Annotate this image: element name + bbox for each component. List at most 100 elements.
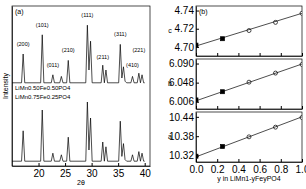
x-tick: 0.2 bbox=[211, 159, 225, 175]
x-tick-mark bbox=[260, 106, 261, 109]
x-tick-mark bbox=[281, 53, 282, 56]
x-tick-mark bbox=[238, 53, 239, 56]
x-axis bbox=[197, 106, 303, 110]
y-tick: 10.32 bbox=[169, 150, 199, 161]
y-axis-title: Intensity bbox=[2, 72, 10, 99]
series-line bbox=[196, 117, 302, 157]
y-tick-label: 10.32 bbox=[169, 150, 194, 161]
chart: 20 25 30 35 40 LiMn0.50Fe0.50PO4 LiMn0.75Fe0.2… bbox=[2, 6, 151, 186]
y-tick-label: 10.38 bbox=[169, 131, 194, 142]
x-tick bbox=[217, 106, 218, 109]
y-tick-label: 4.74 bbox=[175, 5, 195, 16]
peak-label: (311) bbox=[114, 31, 127, 37]
x-tick-mark bbox=[302, 106, 303, 109]
x-tick-mark bbox=[39, 163, 40, 166]
y-tick: 6.048 bbox=[169, 77, 199, 88]
peak-label: (210) bbox=[62, 47, 75, 53]
x-tick: 25 bbox=[60, 163, 72, 179]
x-axis-line bbox=[197, 162, 303, 163]
x-tick-label: 0.6 bbox=[253, 164, 267, 175]
x-tick: 0.4 bbox=[232, 159, 246, 175]
x-tick-mark bbox=[302, 53, 303, 56]
x-tick-mark bbox=[217, 106, 218, 109]
y-axis-title: a bbox=[168, 133, 172, 140]
y-tick-mark bbox=[196, 64, 199, 65]
y-axis-title: b bbox=[168, 80, 172, 87]
y-tick: 10.38 bbox=[169, 131, 199, 142]
x-tick: 30 bbox=[87, 163, 99, 179]
x-tick-label: 0.4 bbox=[232, 164, 246, 175]
peak-label: (011) bbox=[47, 62, 60, 68]
x-axis-line bbox=[197, 56, 303, 57]
x-tick-mark bbox=[118, 163, 119, 166]
x-tick: 0.6 bbox=[253, 159, 267, 175]
x-tick bbox=[217, 53, 218, 56]
x-axis-line bbox=[197, 109, 303, 110]
plot-frame bbox=[196, 112, 302, 162]
y-tick-label: 4.72 bbox=[175, 23, 195, 34]
y-tick: 6.006 bbox=[169, 96, 199, 107]
y-axis-line bbox=[196, 7, 197, 57]
y-axis-line bbox=[12, 7, 13, 167]
chart: 6.006 6.048 6.090 b bbox=[168, 58, 304, 109]
plot-data bbox=[196, 62, 302, 101]
peak-label: (410) bbox=[126, 62, 139, 68]
series-label: LiMn0.75Fe0.25PO4 bbox=[15, 94, 71, 100]
x-tick-mark bbox=[238, 159, 239, 162]
x-tick-mark bbox=[217, 159, 218, 162]
y-tick: 4.70 bbox=[175, 42, 199, 53]
x-tick-mark bbox=[260, 159, 261, 162]
y-tick: 10.44 bbox=[169, 112, 199, 123]
x-tick-label: 40 bbox=[140, 168, 152, 179]
peak-label: (200) bbox=[17, 41, 30, 47]
y-axis bbox=[12, 7, 13, 167]
x-tick bbox=[281, 53, 282, 56]
plot-data bbox=[196, 115, 302, 158]
y-tick-label: 4.70 bbox=[175, 42, 195, 53]
series-label: LiMn0.50Fe0.50PO4 bbox=[15, 85, 71, 91]
x-tick: 35 bbox=[113, 163, 125, 179]
y-tick-mark bbox=[196, 29, 199, 30]
y-axis-title: c bbox=[168, 27, 172, 34]
y-tick-mark bbox=[196, 117, 199, 118]
y-tick-label: 6.006 bbox=[169, 96, 194, 107]
x-tick-mark bbox=[281, 106, 282, 109]
x-tick-label: 0.0 bbox=[190, 164, 204, 175]
plot-data bbox=[196, 11, 302, 47]
y-axis: 4.70 4.72 4.74 bbox=[175, 5, 199, 56]
x-tick-label: 30 bbox=[87, 168, 99, 179]
x-tick: 20 bbox=[33, 163, 45, 179]
x-axis-line bbox=[13, 166, 151, 167]
y-axis: 10.32 10.38 10.44 bbox=[169, 112, 199, 163]
x-axis: 0.0 0.2 0.4 0.6 0.8 1.0 bbox=[190, 159, 306, 175]
x-tick: 1.0 bbox=[296, 159, 306, 175]
x-tick bbox=[238, 106, 239, 109]
x-tick-label: 0.8 bbox=[274, 164, 288, 175]
x-tick-mark bbox=[145, 163, 146, 166]
chart: 0.00.20.40.60.81.010.3210.3810.44y in Li… bbox=[168, 112, 306, 183]
x-tick-label: 25 bbox=[60, 168, 72, 179]
x-tick bbox=[302, 53, 303, 56]
plot-data bbox=[12, 25, 145, 161]
peak-label: (211) bbox=[97, 54, 110, 60]
x-tick-mark bbox=[260, 53, 261, 56]
series-line bbox=[196, 64, 302, 101]
plot-frame bbox=[196, 59, 302, 109]
series-line bbox=[12, 25, 145, 83]
x-tick-mark bbox=[65, 163, 66, 166]
peak-label: (221) bbox=[132, 47, 145, 53]
x-tick bbox=[260, 106, 261, 109]
x-axis bbox=[197, 53, 303, 57]
plot-frame bbox=[196, 6, 302, 56]
y-tick-label: 6.090 bbox=[169, 58, 194, 69]
x-tick: 0.8 bbox=[274, 159, 288, 175]
peak-label: (101) bbox=[36, 22, 49, 28]
series-line bbox=[12, 102, 145, 161]
x-tick-label: 35 bbox=[113, 168, 125, 179]
x-tick-mark bbox=[302, 159, 303, 162]
x-tick-mark bbox=[281, 159, 282, 162]
x-tick-label: 0.2 bbox=[211, 164, 225, 175]
x-tick bbox=[302, 106, 303, 109]
plot-frame bbox=[12, 6, 150, 166]
x-tick-label: 20 bbox=[33, 168, 45, 179]
